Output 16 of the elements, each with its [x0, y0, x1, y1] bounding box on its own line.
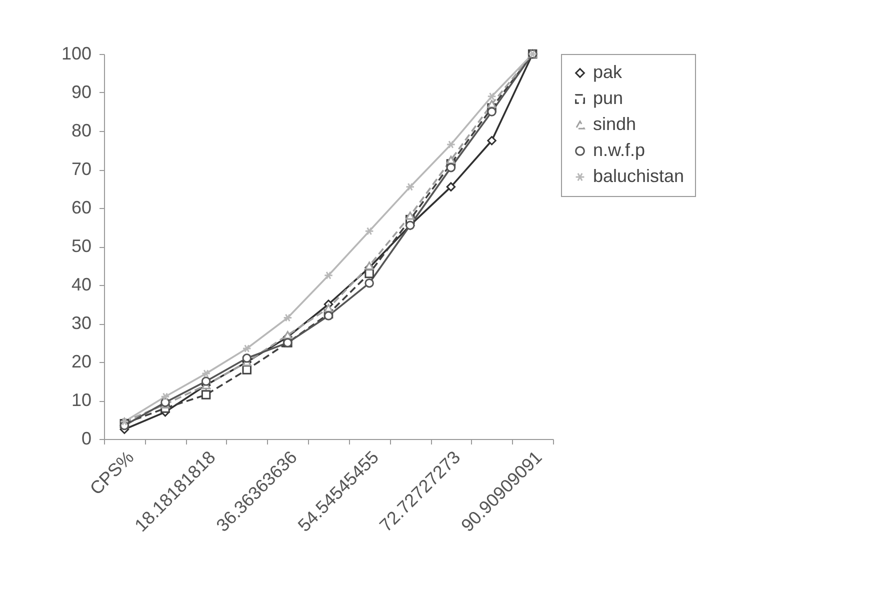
legend-label: sindh	[593, 114, 636, 134]
y-tick-label: 10	[71, 390, 92, 410]
y-tick-label: 30	[71, 313, 92, 333]
y-tick-label: 20	[71, 352, 92, 372]
y-tick-label: 50	[71, 236, 92, 256]
y-tick-label: 60	[71, 198, 92, 218]
y-tick-label: 70	[71, 159, 92, 179]
y-tick-label: 90	[71, 82, 92, 102]
y-tick-label: 0	[81, 428, 92, 448]
legend-label: pak	[593, 62, 624, 82]
legend-label: n.w.f.p	[593, 140, 646, 160]
y-tick-label: 100	[61, 44, 92, 64]
y-tick-label: 40	[71, 274, 92, 294]
legend-label: pun	[593, 88, 624, 108]
y-tick-label: 80	[71, 120, 92, 140]
legend-label: baluchistan	[593, 166, 684, 186]
